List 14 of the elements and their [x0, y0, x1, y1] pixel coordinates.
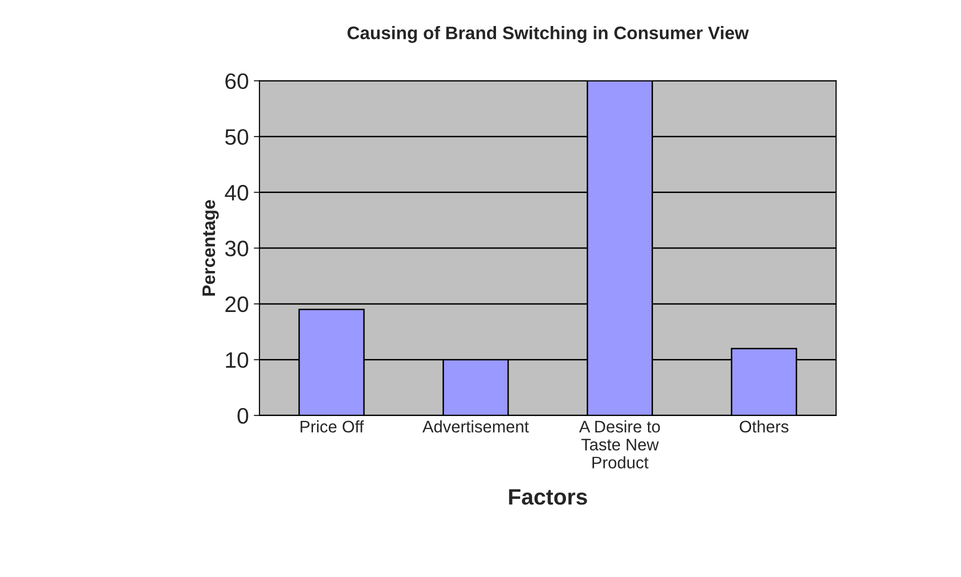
y-tick-label: 20 [225, 296, 248, 312]
y-tick-label: 60 [225, 73, 248, 90]
y-axis-title: Percentage [202, 200, 219, 296]
x-tick-label: Price Off [300, 420, 364, 433]
x-tick-label: Others [740, 420, 788, 433]
y-tick-label: 10 [226, 352, 248, 368]
x-tick-label: Advertisement [422, 420, 529, 433]
x-axis-title: Factors [509, 489, 587, 505]
chart-title: Causing of Brand Switching in Consumer View [348, 26, 749, 43]
y-tick-label: 30 [225, 240, 248, 256]
x-tick-label: A Desire to Taste New Product [579, 420, 660, 468]
y-tick-label: 0 [238, 408, 248, 424]
y-tick-label: 50 [225, 129, 248, 145]
y-tick-label: 40 [224, 184, 248, 201]
